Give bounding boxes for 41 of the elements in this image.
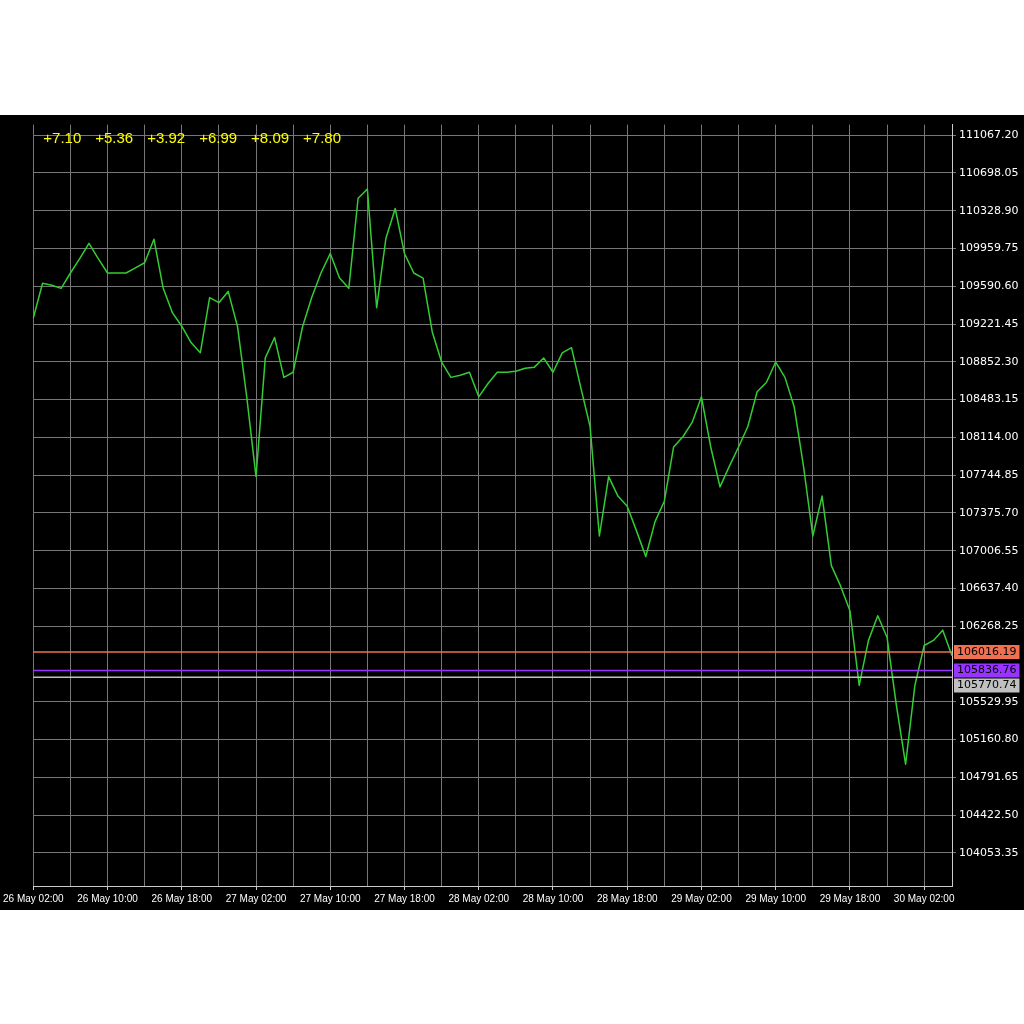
y-tick-label: 106637.40 (959, 581, 1019, 595)
x-tick-label: 29 May 18:00 (819, 892, 881, 904)
x-tick-label: 29 May 10:00 (745, 892, 807, 904)
annotation: +7.80 (303, 128, 342, 146)
ref-line-label: 106016.19 (957, 644, 1017, 658)
x-tick-label: 28 May 02:00 (448, 892, 510, 904)
y-tick-label: 108114.00 (959, 430, 1019, 444)
y-tick-label: 104053.35 (959, 845, 1019, 859)
x-tick-label: 27 May 10:00 (299, 892, 361, 904)
ref-line-label: 105770.74 (957, 678, 1017, 692)
annotation: +3.92 (147, 128, 186, 146)
x-tick-label: 26 May 10:00 (77, 892, 139, 904)
annotation: +8.09 (251, 128, 290, 146)
x-tick-label: 27 May 18:00 (374, 892, 436, 904)
y-tick-label: 109590.60 (959, 279, 1019, 293)
x-tick-label: 26 May 18:00 (151, 892, 213, 904)
y-tick-label: 109221.45 (959, 316, 1019, 330)
annotation: +7.10 (43, 128, 82, 146)
y-tick-label: 105529.95 (959, 694, 1019, 708)
y-tick-label: 110698.05 (959, 165, 1019, 179)
y-tick-label: 108483.15 (959, 392, 1019, 406)
x-tick-label: 28 May 10:00 (522, 892, 584, 904)
y-tick-label: 104422.50 (959, 807, 1019, 821)
y-tick-label: 107375.70 (959, 505, 1019, 519)
annotation: +6.99 (199, 128, 238, 146)
annotation: +5.36 (95, 128, 134, 146)
y-tick-label: 104791.65 (959, 770, 1019, 784)
x-tick-label: 27 May 02:00 (225, 892, 287, 904)
y-tick-label: 106268.25 (959, 619, 1019, 633)
x-tick-label: 29 May 02:00 (671, 892, 733, 904)
x-tick-label: 30 May 02:00 (893, 892, 955, 904)
x-tick-label: 28 May 18:00 (596, 892, 658, 904)
y-tick-label: 110328.90 (959, 203, 1019, 217)
x-tick-label: 26 May 02:00 (2, 892, 65, 904)
y-tick-label: 107006.55 (959, 543, 1019, 557)
y-tick-label: 105160.80 (959, 732, 1019, 746)
ref-line-label: 105836.76 (957, 663, 1017, 677)
y-tick-label: 108852.30 (959, 354, 1019, 368)
y-tick-label: 111067.20 (959, 127, 1019, 141)
y-tick-label: 107744.85 (959, 467, 1019, 481)
y-tick-label: 109959.75 (959, 241, 1019, 255)
